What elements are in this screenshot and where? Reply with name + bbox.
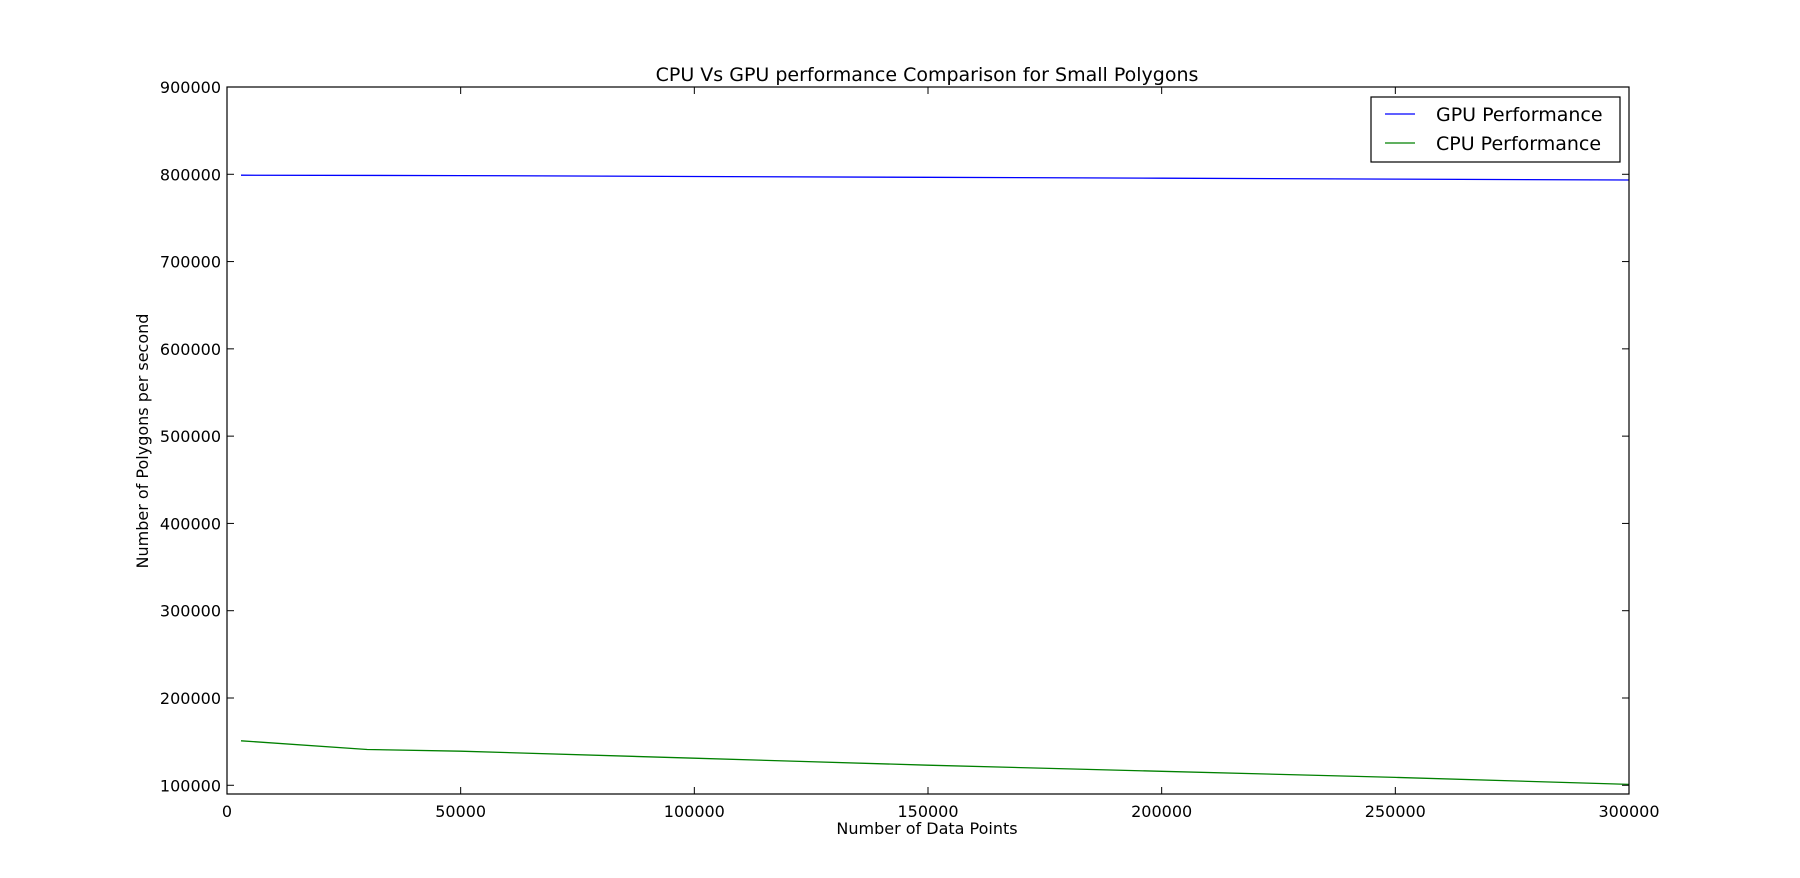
- y-tick-label: 600000: [160, 340, 221, 359]
- x-axis-title: Number of Data Points: [836, 819, 1017, 838]
- x-tick-label: 200000: [1131, 802, 1192, 821]
- series-line-gpu-performance: [240, 174, 1630, 181]
- x-tick-label: 100000: [664, 802, 725, 821]
- legend-box: [1370, 96, 1621, 163]
- series-layer: [240, 174, 1630, 786]
- series-line-cpu-performance: [240, 740, 1630, 786]
- legend-label-gpu: GPU Performance: [1436, 104, 1603, 126]
- chart-title: CPU Vs GPU performance Comparison for Sm…: [656, 64, 1199, 86]
- y-tick-label: 200000: [160, 689, 221, 708]
- x-tick-label: 50000: [435, 802, 486, 821]
- x-tick-label: 0: [222, 802, 232, 821]
- y-tick-label: 500000: [160, 427, 221, 446]
- y-tick-label: 800000: [160, 165, 221, 184]
- x-tick-label: 150000: [897, 802, 958, 821]
- y-tick-label: 100000: [160, 776, 221, 795]
- plot-frame: [226, 86, 1630, 795]
- x-tick-label: 250000: [1365, 802, 1426, 821]
- tick-labels-layer: 0 50000 100000 150000 200000 250000 300000 1000…: [160, 78, 1660, 821]
- legend: GPU Performance CPU Performance: [1370, 96, 1621, 163]
- y-tick-label: 900000: [160, 78, 221, 97]
- y-tick-label: 300000: [160, 602, 221, 621]
- legend-label-cpu: CPU Performance: [1436, 133, 1601, 155]
- y-tick-label: 400000: [160, 514, 221, 533]
- y-tick-label: 700000: [160, 253, 221, 272]
- x-tick-label: 300000: [1598, 802, 1659, 821]
- y-axis-title: Number of Polygons per second: [133, 314, 152, 569]
